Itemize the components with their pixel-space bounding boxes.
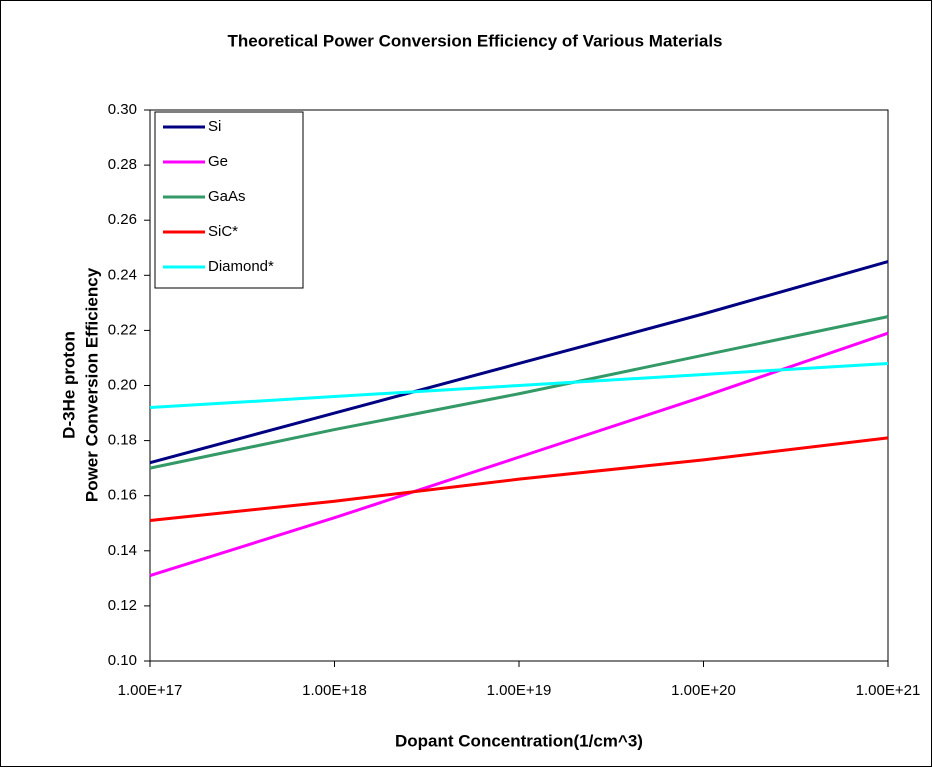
- series-line: [149, 361, 889, 410]
- y-tick-label: 0.22: [108, 321, 137, 338]
- series-line: [149, 315, 889, 470]
- y-axis-label: D-3He proton: [59, 331, 78, 439]
- legend-label: Ge: [208, 153, 228, 170]
- y-tick-label: 0.26: [108, 211, 137, 228]
- y-tick-label: 0.28: [108, 156, 137, 173]
- x-tick-label: 1.00E+21: [856, 682, 921, 699]
- y-tick-label: 0.16: [108, 487, 137, 504]
- x-tick-label: 1.00E+20: [671, 682, 736, 699]
- legend-label: SiC*: [208, 223, 238, 240]
- x-tick-label: 1.00E+17: [118, 682, 183, 699]
- x-axis-label: Dopant Concentration(1/cm^3): [395, 731, 643, 750]
- legend-box: [154, 111, 304, 289]
- legend-label: GaAs: [208, 188, 246, 205]
- legend-label: Diamond*: [208, 258, 274, 275]
- legend-label: Si: [208, 118, 221, 135]
- x-tick-label: 1.00E+18: [302, 682, 367, 699]
- y-tick-label: 0.18: [108, 432, 137, 449]
- y-tick-label: 0.14: [108, 542, 137, 559]
- y-tick-label: 0.30: [108, 101, 137, 118]
- series-line: [149, 436, 889, 522]
- y-axis-label: Power Conversion Efficiency: [82, 267, 101, 502]
- y-tick-label: 0.12: [108, 597, 137, 614]
- y-tick-label: 0.20: [108, 376, 137, 393]
- series-line: [149, 331, 889, 578]
- x-tick-label: 1.00E+19: [487, 682, 552, 699]
- y-tick-label: 0.10: [108, 652, 137, 669]
- series-line: [149, 260, 889, 465]
- chart-title: Theoretical Power Conversion Efficiency …: [227, 31, 722, 50]
- y-tick-label: 0.24: [108, 266, 137, 283]
